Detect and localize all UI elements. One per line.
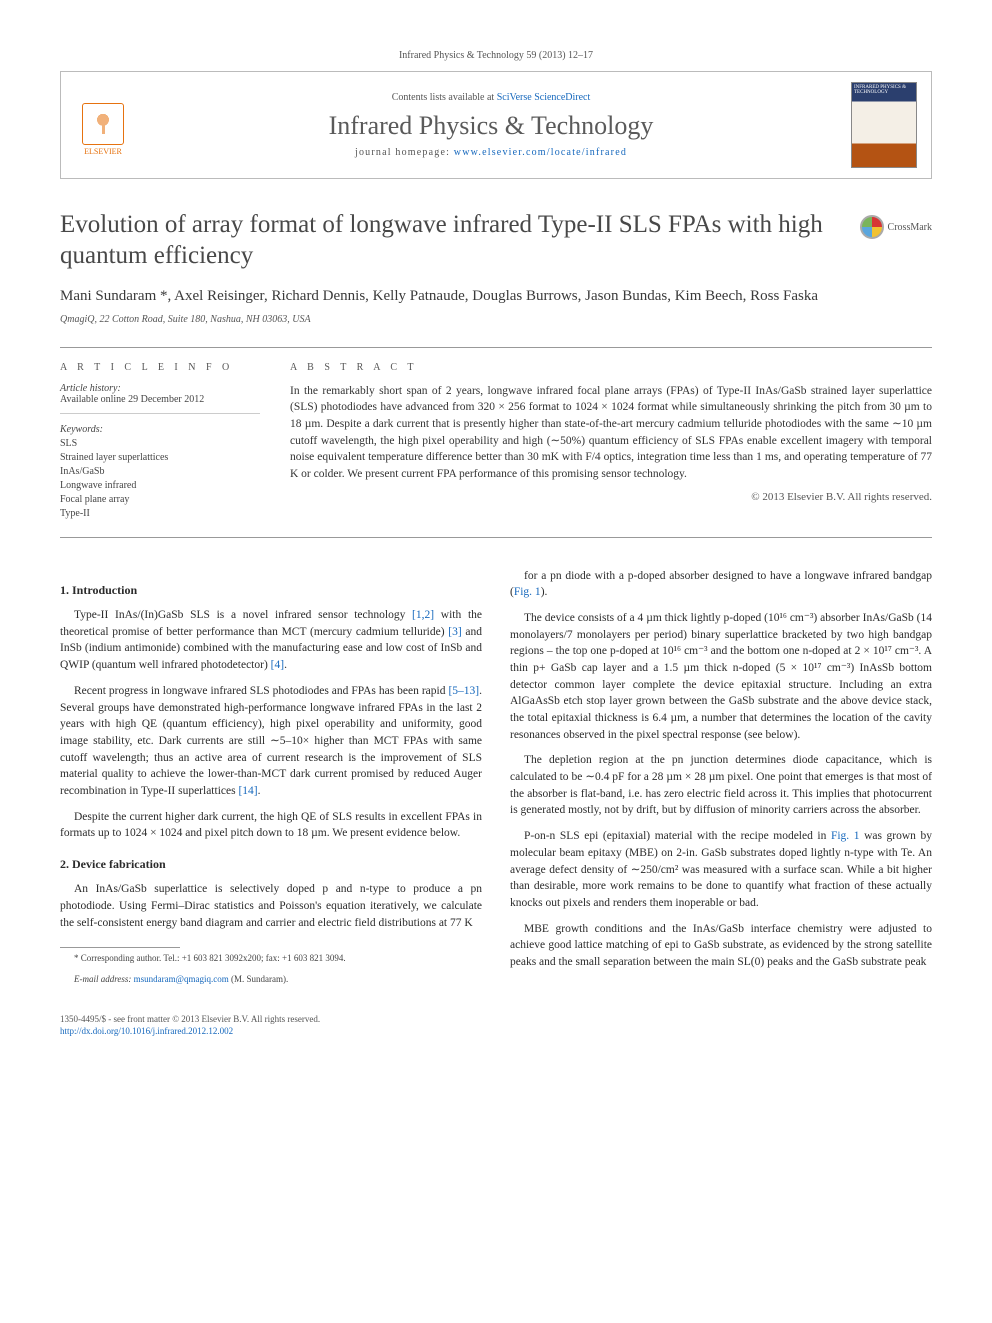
email-footnote: E-mail address: msundaram@qmagiq.com (M.… [60, 973, 482, 985]
text: ). [541, 586, 548, 598]
keyword: Focal plane array [60, 493, 260, 507]
page-footer: 1350-4495/$ - see front matter © 2013 El… [60, 1013, 932, 1037]
keywords-list: SLS Strained layer superlattices InAs/Ga… [60, 437, 260, 521]
contents-available-line: Contents lists available at SciVerse Sci… [131, 92, 851, 103]
footer-left: 1350-4495/$ - see front matter © 2013 El… [60, 1013, 320, 1037]
info-abstract-row: A R T I C L E I N F O Article history: A… [60, 347, 932, 538]
citation-link[interactable]: [14] [238, 785, 257, 797]
keywords-block: Keywords: SLS Strained layer superlattic… [60, 424, 260, 521]
text: Type-II InAs/(In)GaSb SLS is a novel inf… [74, 609, 412, 621]
keyword: Longwave infrared [60, 479, 260, 493]
section-2-para-4: P-on-n SLS epi (epitaxial) material with… [510, 828, 932, 911]
section-2-para-1-continued: for a pn diode with a p-doped absorber d… [510, 568, 932, 601]
history-label: Article history: [60, 383, 260, 394]
history-value: Available online 29 December 2012 [60, 394, 260, 405]
section-1-para-1: Type-II InAs/(In)GaSb SLS is a novel inf… [60, 607, 482, 674]
affiliation: QmagiQ, 22 Cotton Road, Suite 180, Nashu… [60, 314, 932, 325]
sciencedirect-link[interactable]: SciVerse ScienceDirect [497, 92, 591, 103]
corresponding-author-footnote: * Corresponding author. Tel.: +1 603 821… [60, 952, 482, 964]
journal-ref-link[interactable]: Infrared Physics & Technology 59 (2013) … [399, 50, 593, 61]
section-2-para-1: An InAs/GaSb superlattice is selectively… [60, 881, 482, 931]
text: for a pn diode with a p-doped absorber d… [510, 570, 932, 599]
journal-reference: Infrared Physics & Technology 59 (2013) … [60, 50, 932, 61]
citation-link[interactable]: [1,2] [412, 609, 434, 621]
contents-prefix: Contents lists available at [392, 92, 497, 103]
keyword: Type-II [60, 507, 260, 521]
abstract-heading: A B S T R A C T [290, 362, 932, 373]
crossmark-icon [860, 215, 884, 239]
keyword: InAs/GaSb [60, 465, 260, 479]
figure-link[interactable]: Fig. 1 [831, 830, 860, 842]
article-info-heading: A R T I C L E I N F O [60, 362, 260, 373]
text: . Several groups have demonstrated high-… [60, 685, 482, 797]
journal-header-box: ELSEVIER Contents lists available at Sci… [60, 71, 932, 179]
text: . [284, 659, 287, 671]
section-2-para-2: The device consists of a 4 µm thick ligh… [510, 610, 932, 743]
elsevier-tree-icon [82, 103, 124, 145]
email-label: E-mail address: [74, 974, 134, 984]
section-1-heading: 1. Introduction [60, 582, 482, 599]
article-info-column: A R T I C L E I N F O Article history: A… [60, 362, 260, 521]
section-2-heading: 2. Device fabrication [60, 856, 482, 873]
article-body: 1. Introduction Type-II InAs/(In)GaSb SL… [60, 568, 932, 995]
crossmark-badge[interactable]: CrossMark [860, 215, 932, 239]
section-1-para-3: Despite the current higher dark current,… [60, 809, 482, 842]
section-2-para-3: The depletion region at the pn junction … [510, 752, 932, 819]
abstract-copyright: © 2013 Elsevier B.V. All rights reserved… [290, 491, 932, 503]
doi-link[interactable]: http://dx.doi.org/10.1016/j.infrared.201… [60, 1026, 233, 1036]
email-who: (M. Sundaram). [229, 974, 289, 984]
journal-cover-thumbnail: INFRARED PHYSICS & TECHNOLOGY [851, 82, 917, 168]
journal-title: Infrared Physics & Technology [131, 111, 851, 141]
figure-link[interactable]: Fig. 1 [514, 586, 541, 598]
author-list: Mani Sundaram *, Axel Reisinger, Richard… [60, 286, 932, 306]
homepage-prefix: journal homepage: [355, 147, 454, 158]
abstract-column: A B S T R A C T In the remarkably short … [290, 362, 932, 521]
text: . [258, 785, 261, 797]
elsevier-label: ELSEVIER [84, 147, 122, 156]
footnote-separator [60, 947, 180, 948]
section-2-para-5: MBE growth conditions and the InAs/GaSb … [510, 921, 932, 971]
section-1-para-2: Recent progress in longwave infrared SLS… [60, 683, 482, 800]
header-center: Contents lists available at SciVerse Sci… [131, 92, 851, 158]
citation-link[interactable]: [3] [448, 626, 461, 638]
keywords-label: Keywords: [60, 424, 260, 435]
article-history: Article history: Available online 29 Dec… [60, 383, 260, 414]
keyword: Strained layer superlattices [60, 451, 260, 465]
page: Infrared Physics & Technology 59 (2013) … [0, 0, 992, 1077]
journal-homepage-line: journal homepage: www.elsevier.com/locat… [131, 147, 851, 158]
keyword: SLS [60, 437, 260, 451]
article-title: Evolution of array format of longwave in… [60, 209, 840, 272]
issn-line: 1350-4495/$ - see front matter © 2013 El… [60, 1013, 320, 1025]
elsevier-logo: ELSEVIER [75, 94, 131, 156]
citation-link[interactable]: [4] [271, 659, 284, 671]
author-email-link[interactable]: msundaram@qmagiq.com [134, 974, 229, 984]
text: P-on-n SLS epi (epitaxial) material with… [524, 830, 831, 842]
abstract-text: In the remarkably short span of 2 years,… [290, 383, 932, 483]
journal-homepage-link[interactable]: www.elsevier.com/locate/infrared [454, 147, 627, 158]
text: Recent progress in longwave infrared SLS… [74, 685, 448, 697]
citation-link[interactable]: [5–13] [448, 685, 479, 697]
title-row: Evolution of array format of longwave in… [60, 209, 932, 272]
crossmark-label: CrossMark [888, 222, 932, 233]
header-left: ELSEVIER [75, 94, 131, 156]
doi-line: http://dx.doi.org/10.1016/j.infrared.201… [60, 1025, 320, 1037]
